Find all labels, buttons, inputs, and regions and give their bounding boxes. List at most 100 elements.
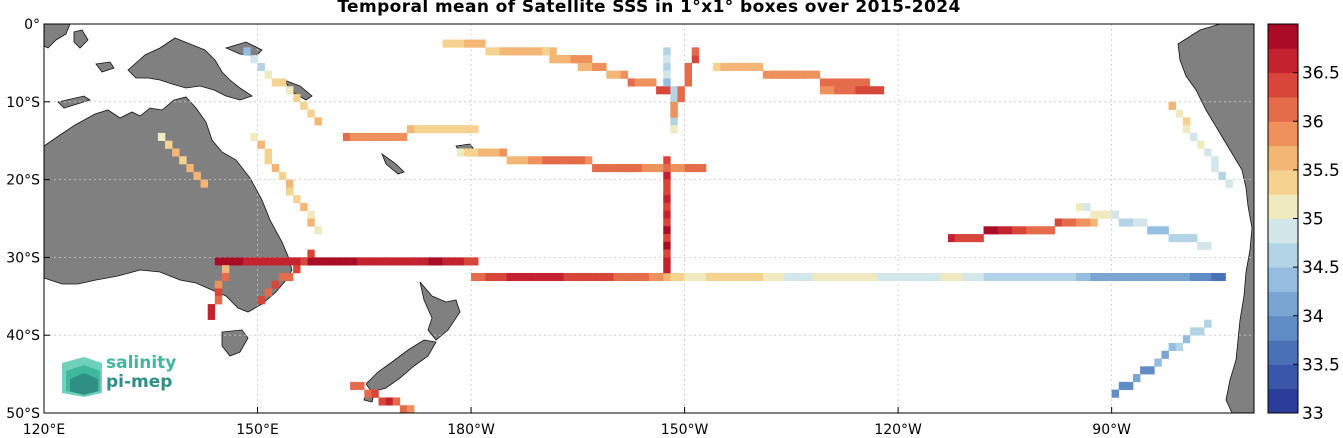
sss-cell [157, 132, 166, 141]
sss-cell [456, 257, 465, 266]
sss-cell [962, 272, 970, 282]
sss-cell [371, 389, 379, 398]
sss-cell [300, 101, 308, 110]
sss-cell [1125, 272, 1134, 282]
sss-cell [1204, 272, 1212, 282]
sss-cell [314, 117, 322, 126]
sss-cell [264, 156, 273, 165]
sss-cell [364, 389, 372, 398]
sss-cell [342, 257, 351, 266]
sss-cell [926, 272, 935, 282]
sss-cell [1097, 210, 1105, 219]
sss-cell [1154, 358, 1162, 367]
sss-cell [691, 47, 700, 56]
sss-cell [250, 132, 258, 141]
sss-cell [1133, 272, 1141, 282]
sss-cell [834, 272, 842, 282]
new-zealand-north-island [419, 281, 461, 341]
sss-cell [1225, 179, 1233, 188]
sss-cell [278, 257, 287, 266]
colorbar-swatch [1268, 388, 1298, 414]
sss-cell [528, 47, 536, 56]
sss-cell [663, 195, 671, 204]
sss-cell [599, 272, 607, 282]
sss-cell [456, 148, 465, 157]
sss-cell [506, 47, 515, 56]
sss-cell [762, 70, 771, 79]
sss-cell [577, 272, 586, 282]
sss-cell [286, 179, 294, 188]
sss-cell [385, 132, 394, 141]
sss-cell [649, 78, 657, 87]
sss-cell [741, 62, 749, 71]
sss-cell [1189, 272, 1198, 282]
sss-cell [1076, 272, 1084, 282]
sss-cell [734, 62, 742, 71]
sss-cell [1019, 226, 1027, 235]
sss-cell [250, 257, 258, 266]
sss-cell [798, 70, 806, 79]
sss-cell [641, 78, 650, 87]
sss-cell [663, 55, 671, 64]
sss-cell [663, 210, 671, 219]
sss-cell [663, 234, 671, 243]
sss-cell [805, 70, 814, 79]
sss-cell [399, 405, 408, 413]
sss-cell [378, 397, 386, 406]
sss-cell [463, 257, 472, 266]
sss-cell [471, 272, 479, 282]
colorbar-swatch [1268, 145, 1298, 171]
sss-cell [663, 62, 671, 71]
sss-cell [976, 234, 984, 243]
sss-cell [1083, 202, 1091, 212]
sss-cell [705, 272, 714, 282]
sss-cell [677, 86, 685, 95]
sss-cell [335, 257, 344, 266]
sss-cell [364, 257, 372, 266]
sss-cell [684, 272, 693, 282]
sss-cell [919, 272, 927, 282]
sss-cell [684, 78, 693, 87]
sss-cell [264, 288, 273, 297]
sss-cell [770, 70, 778, 79]
sss-cell [1211, 272, 1219, 282]
sss-cell [1154, 272, 1162, 282]
sss-cell [720, 62, 728, 71]
sss-cell [592, 272, 600, 282]
sss-cell [663, 164, 671, 173]
sss-cell [698, 164, 707, 173]
colorbar-swatch [1268, 48, 1298, 74]
sss-cell [492, 47, 500, 56]
sss-cell [713, 62, 721, 71]
sss-cell [1111, 210, 1120, 219]
sss-cell [741, 272, 749, 282]
sss-cell [627, 272, 636, 282]
sss-cell [1140, 366, 1148, 375]
sss-cell [1076, 218, 1084, 227]
colorbar-label: 33.5 [1302, 355, 1340, 375]
sss-cell [1068, 218, 1077, 227]
sss-cell [357, 381, 365, 390]
sss-cell [229, 257, 237, 266]
sss-cell [947, 234, 956, 243]
tasmania-landmass [221, 329, 249, 357]
sss-cell [1068, 272, 1077, 282]
sss-cell [535, 47, 543, 56]
lat-tick-label: 10°S [6, 95, 40, 111]
sss-cell [812, 70, 821, 79]
sss-cell [321, 257, 330, 266]
sss-cell [997, 272, 1006, 282]
sss-cell [271, 257, 280, 266]
colorbar-swatch [1268, 242, 1298, 268]
sss-cell [278, 171, 287, 180]
sss-cell [663, 257, 671, 266]
sss-cell [1133, 374, 1141, 383]
colorbar-swatch [1268, 364, 1298, 390]
sss-cell [1054, 272, 1063, 282]
sss-cell [556, 272, 564, 282]
sss-cell [471, 257, 479, 266]
salinity-pimep-logo: salinity pi-mep [58, 353, 198, 399]
logo-mark-icon [62, 357, 102, 397]
sss-cell [663, 156, 671, 165]
sss-cell [862, 78, 870, 87]
